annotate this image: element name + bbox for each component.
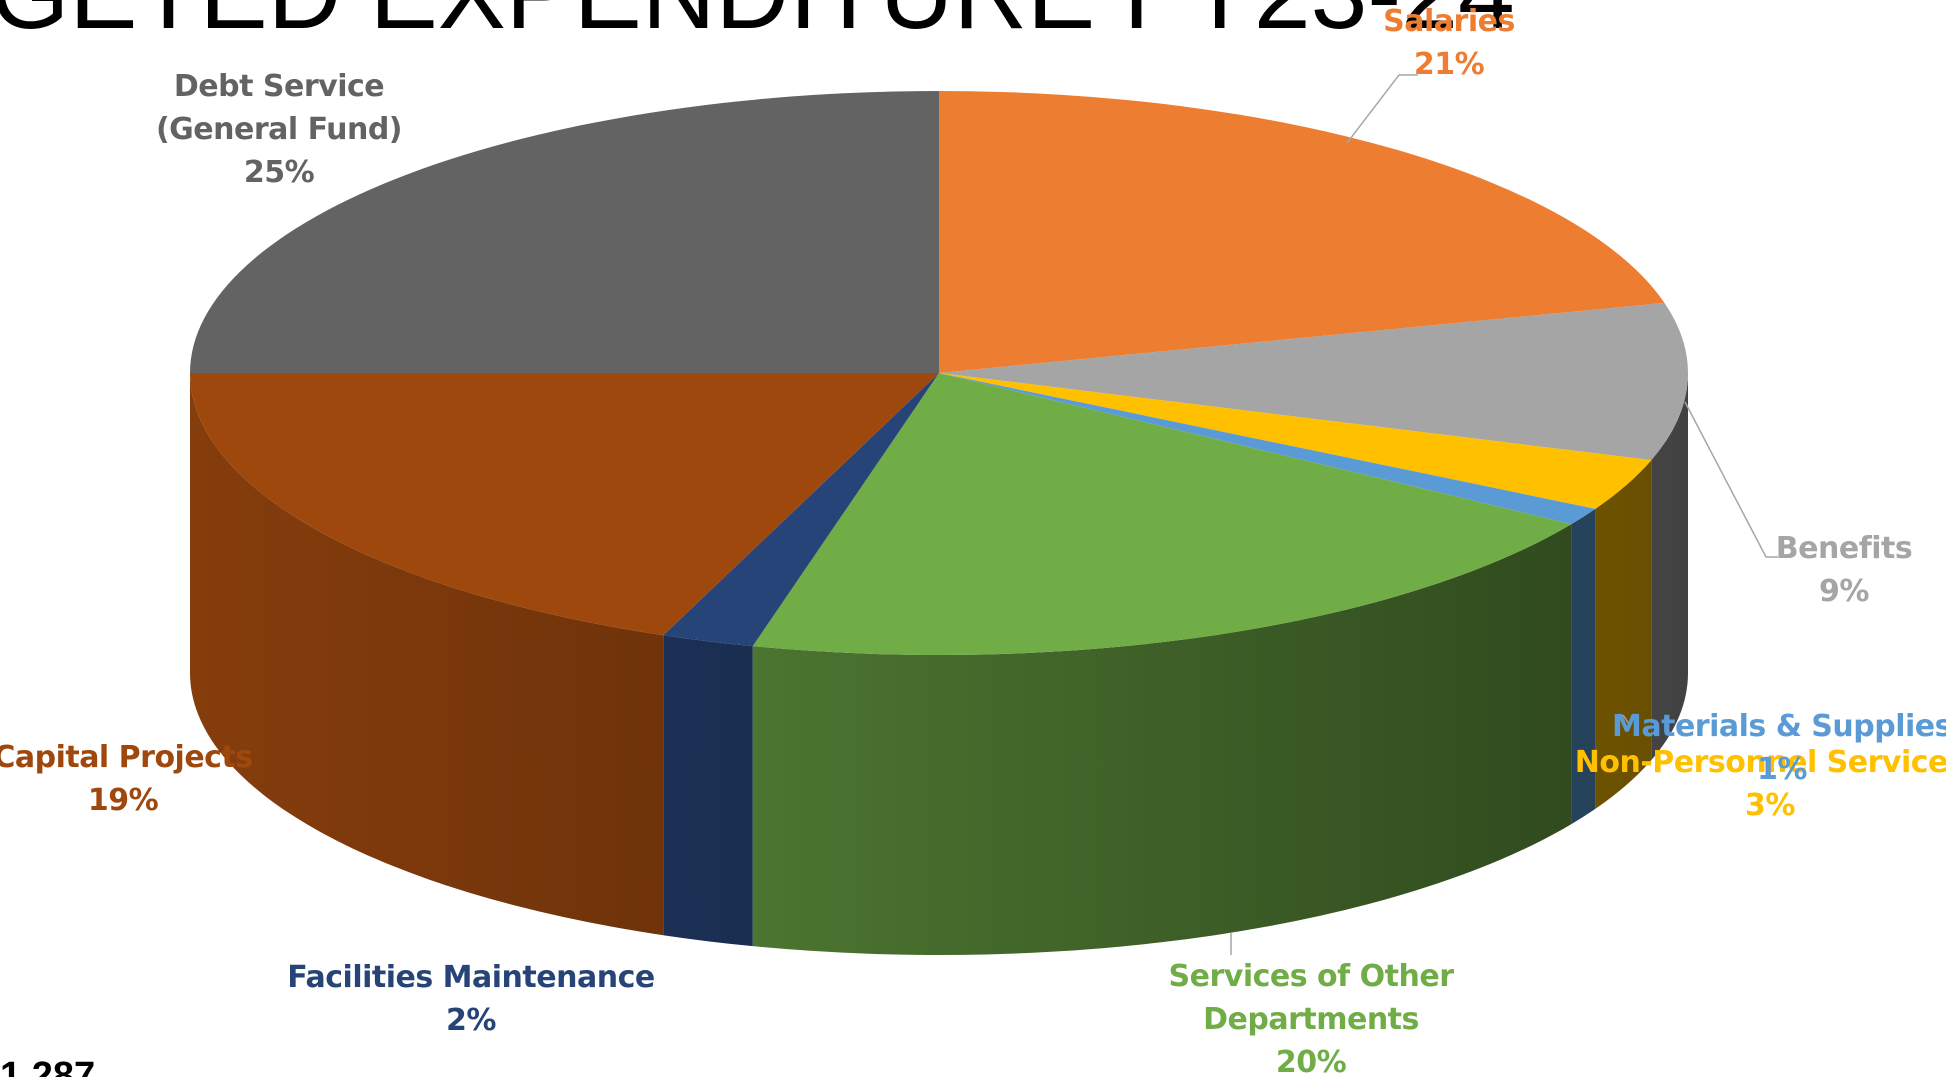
slice-label: Services of Other Departments 20% — [1161, 955, 1461, 1077]
category-label: Services of Other Departments — [1168, 959, 1454, 1037]
slice-side — [189, 373, 664, 936]
leader-line — [1684, 401, 1778, 558]
slice — [939, 373, 1652, 509]
slice-label: Debt Service (General Fund) 25% — [114, 65, 444, 194]
value-label: 3% — [1745, 788, 1795, 823]
value-label: 20% — [1275, 1045, 1347, 1077]
value-label: 21% — [1413, 47, 1485, 82]
slice-label: Facilities Maintenance 2% — [287, 956, 655, 1042]
category-label: Materials & Supplies — [1612, 709, 1946, 744]
slice-side — [1571, 508, 1596, 825]
chart-title: GETED EXPENDITURE FY23-24 — [0, 0, 1515, 50]
value-label: 1% — [1757, 752, 1807, 787]
slice-label: Capital Projects 19% — [0, 736, 253, 822]
category-label: Non-Personnel Services — [1574, 745, 1946, 780]
slice — [190, 91, 939, 373]
pie-tops — [189, 91, 1688, 655]
value-label: 19% — [87, 783, 159, 818]
slice-label: Non-Personnel Services 3% — [1575, 741, 1946, 827]
slice — [939, 302, 1688, 461]
slice — [752, 373, 1572, 655]
annotation: 1,287 — [0, 1055, 95, 1077]
category-label: Facilities Maintenance — [287, 960, 655, 995]
slice — [663, 373, 939, 647]
slice — [939, 373, 1596, 525]
leader-line — [1622, 714, 1630, 725]
leader-line — [1346, 74, 1418, 144]
category-label: Benefits — [1775, 531, 1913, 566]
slice-label: Benefits 9% — [1775, 527, 1913, 613]
category-label: Debt Service (General Fund) — [155, 69, 403, 147]
slice — [189, 373, 940, 636]
value-label: 25% — [243, 155, 315, 190]
category-label: Salaries — [1383, 4, 1515, 39]
slice-side — [752, 524, 1572, 955]
slice-label: Salaries 21% — [1383, 0, 1515, 86]
slice-side — [663, 635, 753, 947]
slice — [939, 91, 1665, 373]
slice-label: Materials & Supplies 1% — [1612, 705, 1946, 791]
category-label: Capital Projects — [0, 740, 253, 775]
value-label: 2% — [446, 1003, 496, 1038]
slice-side — [1651, 373, 1688, 761]
pie-sides — [189, 373, 1688, 955]
value-label: 9% — [1819, 574, 1869, 609]
slice-side — [1595, 460, 1652, 809]
